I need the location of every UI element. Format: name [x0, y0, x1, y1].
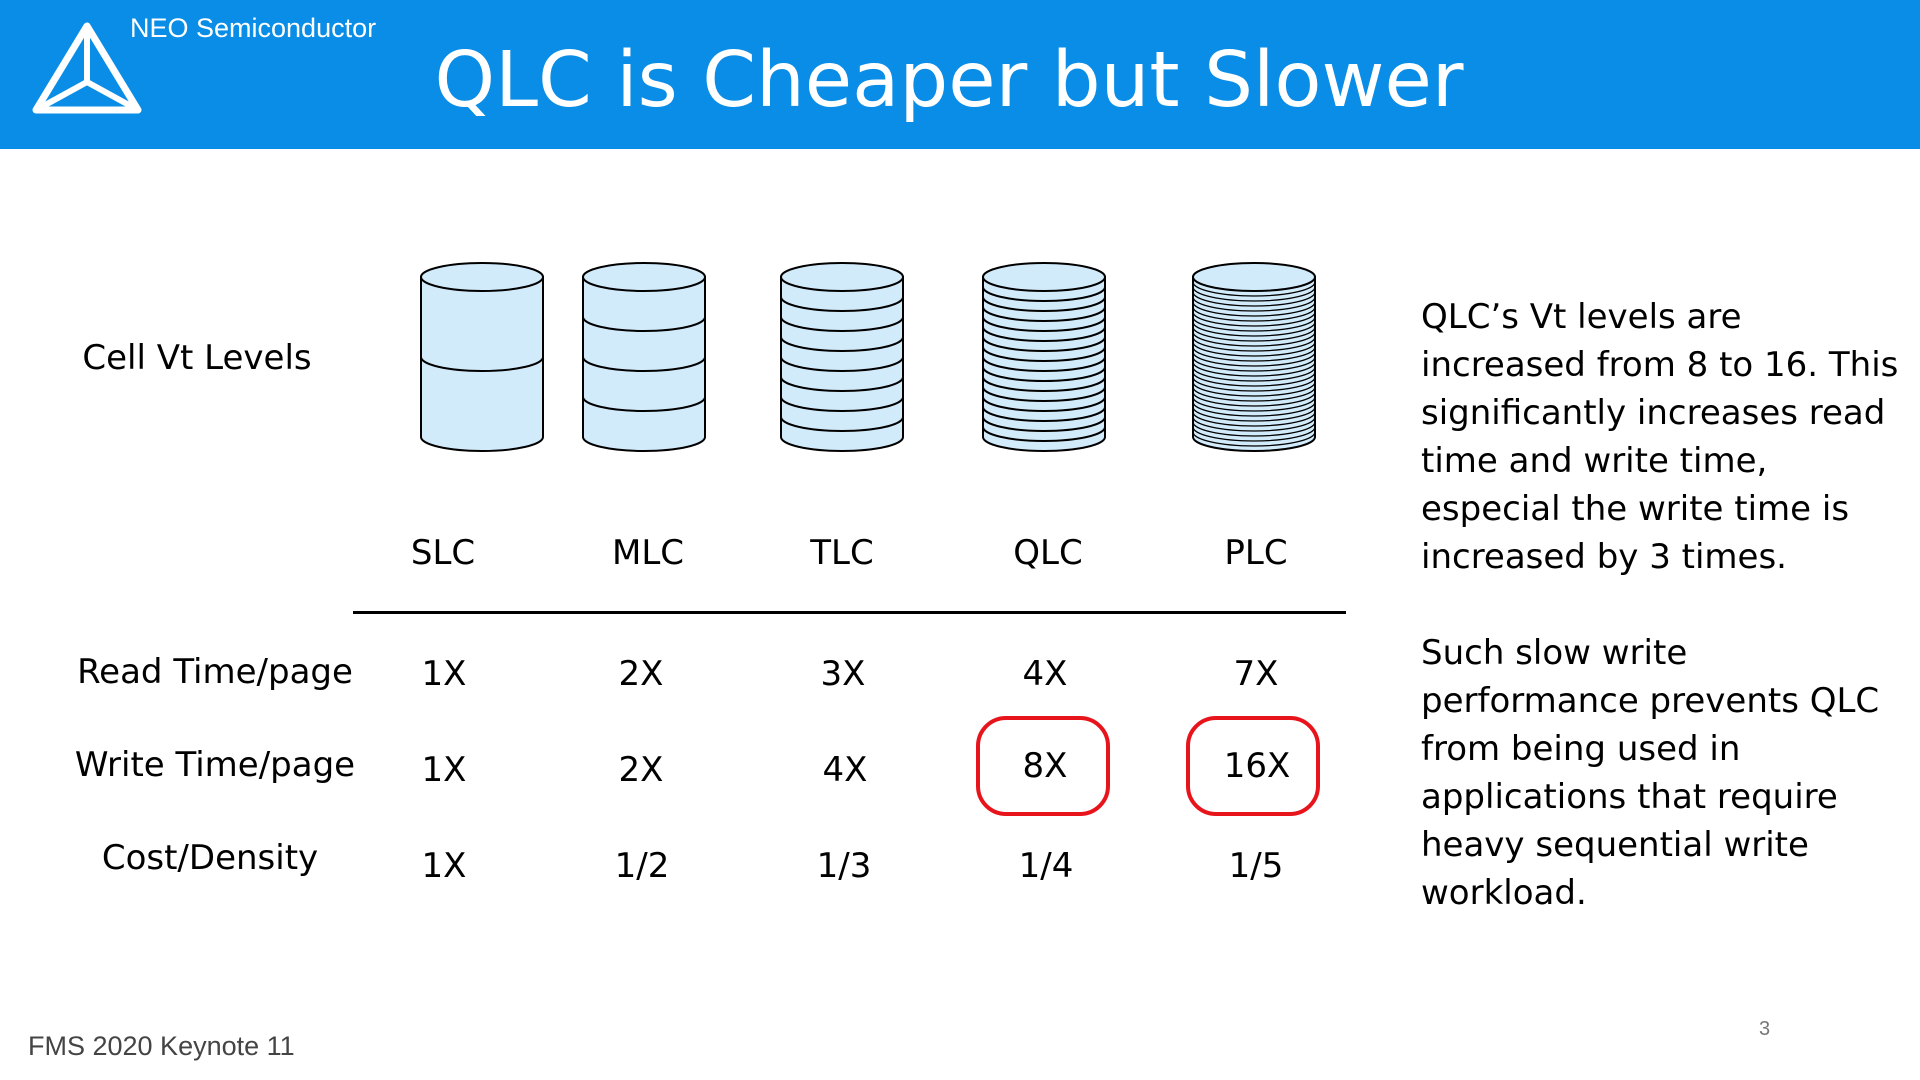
- cylinder-slc: [420, 262, 544, 452]
- write-time-slc: 1X: [421, 750, 467, 790]
- column-header-mlc: MLC: [611, 533, 685, 573]
- row-label-vt-levels: Cell Vt Levels: [82, 338, 312, 378]
- cylinder-plc: [1192, 262, 1316, 452]
- row-label-cost-density: Cost/Density: [101, 838, 319, 878]
- title-bar: NEO Semiconductor QLC is Cheaper but Slo…: [0, 0, 1920, 149]
- triangle-pyramid-logo-icon: [32, 22, 142, 114]
- column-header-slc: SLC: [410, 533, 476, 573]
- cost-density-tlc: 1/3: [816, 846, 872, 886]
- explanation-paragraph-vt-levels: QLC’s Vt levels are increased from 8 to …: [1421, 297, 1899, 577]
- cylinder-qlc: [982, 262, 1106, 452]
- read-time-tlc: 3X: [820, 654, 866, 694]
- slide-title: QLC is Cheaper but Slower: [434, 36, 1464, 125]
- cost-density-plc: 1/5: [1228, 846, 1284, 886]
- footer-event-label: FMS 2020 Keynote 11: [28, 1031, 295, 1061]
- table-divider: [353, 611, 1346, 614]
- cost-density-slc: 1X: [421, 846, 467, 886]
- cost-density-qlc: 1/4: [1018, 846, 1074, 886]
- column-header-tlc: TLC: [810, 533, 874, 573]
- cost-density-mlc: 1/2: [614, 846, 670, 886]
- highlight-circle-plc-write: [1186, 716, 1320, 816]
- write-time-plc: 16X: [1223, 746, 1291, 786]
- cylinder-mlc: [582, 262, 706, 452]
- highlight-circle-qlc-write: [976, 716, 1110, 816]
- row-label-write-time: Write Time/page: [74, 745, 356, 785]
- page-number: 3: [1759, 1018, 1771, 1040]
- read-time-plc: 7X: [1233, 654, 1279, 694]
- read-time-qlc: 4X: [1022, 654, 1068, 694]
- row-label-read-time: Read Time/page: [77, 652, 353, 692]
- write-time-tlc: 4X: [822, 750, 868, 790]
- read-time-mlc: 2X: [618, 654, 664, 694]
- cylinder-tlc: [780, 262, 904, 452]
- column-header-qlc: QLC: [1013, 533, 1083, 573]
- company-name: NEO Semiconductor: [130, 13, 377, 43]
- explanation-paragraph-write-performance: Such slow write performance prevents QLC…: [1421, 633, 1880, 913]
- write-time-qlc: 8X: [1022, 746, 1068, 786]
- write-time-mlc: 2X: [618, 750, 664, 790]
- read-time-slc: 1X: [421, 654, 467, 694]
- column-header-plc: PLC: [1224, 533, 1288, 573]
